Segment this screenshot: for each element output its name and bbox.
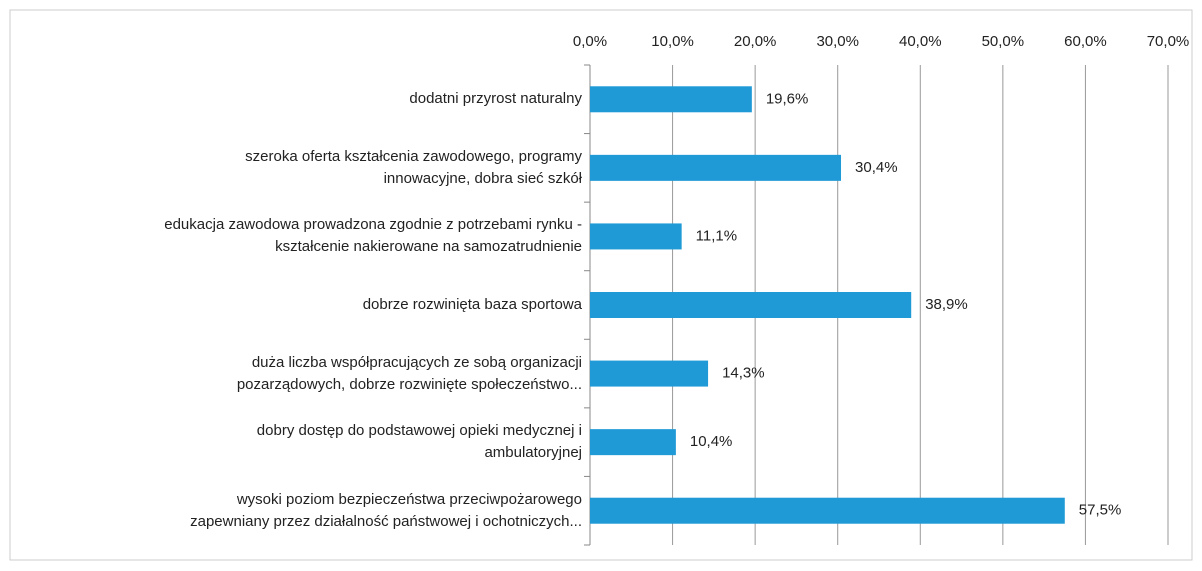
x-tick-label: 20,0%	[734, 33, 777, 50]
x-tick-label: 40,0%	[899, 33, 942, 50]
x-tick-label: 70,0%	[1147, 33, 1190, 50]
x-tick-label: 30,0%	[816, 33, 859, 50]
y-tick-label: dobry dostęp do podstawowej opieki medyc…	[256, 422, 582, 462]
y-tick-label: wysoki poziom bezpieczeństwa przeciwpoża…	[190, 490, 582, 530]
y-tick-label: dodatni przyrost naturalny	[409, 90, 582, 108]
y-tick-label: duża liczba współpracujących ze sobą org…	[236, 353, 582, 393]
bar	[590, 429, 676, 456]
bar	[590, 223, 682, 250]
value-label: 10,4%	[690, 433, 733, 450]
chart-border	[9, 9, 1193, 561]
value-label: 30,4%	[855, 159, 898, 176]
x-tick-label: 50,0%	[982, 33, 1025, 50]
bar	[590, 360, 709, 387]
x-tick-label: 0,0%	[573, 33, 607, 50]
bar	[590, 86, 752, 113]
y-tick-label: dobrze rozwinięta baza sportowa	[362, 296, 582, 313]
bar	[590, 497, 1065, 524]
value-label: 11,1%	[696, 227, 737, 244]
value-label: 14,3%	[722, 365, 765, 382]
value-label: 38,9%	[925, 296, 968, 313]
bar	[590, 154, 842, 181]
value-label: 57,5%	[1079, 502, 1122, 519]
bar	[590, 292, 912, 318]
y-tick-label: szeroka oferta kształcenia zawodowego, p…	[245, 147, 582, 187]
x-tick-label: 10,0%	[651, 33, 694, 50]
x-tick-label: 60,0%	[1064, 33, 1107, 50]
value-label: 19,6%	[766, 90, 809, 107]
y-tick-label: edukacja zawodowa prowadzona zgodnie z p…	[164, 216, 582, 256]
